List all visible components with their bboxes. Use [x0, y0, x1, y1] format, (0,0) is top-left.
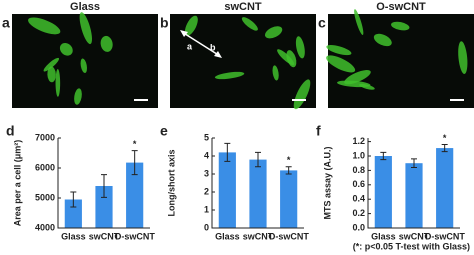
cell [272, 65, 279, 81]
arrow [181, 31, 221, 57]
cell [326, 44, 352, 56]
cell [59, 42, 73, 56]
x-tick-label: O-swCNT [424, 231, 465, 241]
significance-marker: * [133, 139, 137, 149]
y-tick-label: 5 [204, 132, 209, 142]
panel-label: c [318, 15, 326, 31]
axes [57, 138, 150, 229]
image-row: Glass a swCNT b a b O-swCNT c [2, 1, 474, 110]
y-tick-label: 0.2 [352, 208, 365, 218]
bar [64, 199, 82, 228]
bar [126, 162, 144, 228]
cell [55, 69, 61, 97]
y-axis-title: Area per a cell (μm²) [12, 140, 22, 227]
y-tick-label: 4 [204, 150, 209, 160]
x-tick-label: swCNT [89, 231, 120, 241]
y-tick-label: 1.2 [352, 136, 365, 146]
footnote: (*: p<0.05 T-test with Glass) [353, 241, 470, 251]
cell [293, 79, 311, 110]
panel-label: a [2, 15, 10, 31]
y-tick-label: 4000 [35, 222, 55, 232]
bar [436, 148, 454, 228]
y-tick-label: 7000 [35, 132, 55, 142]
panel-label: b [160, 15, 169, 31]
arrow-head [180, 30, 188, 37]
panel-label: f [316, 123, 321, 139]
y-tick-label: 1 [204, 204, 209, 214]
cell [326, 55, 356, 73]
x-tick-label: Glass [61, 231, 86, 241]
arrow-head [214, 51, 222, 58]
x-tick-label: O-swCNT [268, 231, 309, 241]
x-tick-label: O-swCNT [114, 231, 155, 241]
cell [264, 26, 283, 39]
y-tick-label: 0.8 [352, 165, 365, 175]
bar [405, 163, 423, 228]
y-tick-label: 0.4 [352, 194, 365, 204]
cell [28, 17, 61, 35]
cell [354, 9, 364, 35]
significance-marker: * [443, 133, 447, 143]
y-tick-label: 0.0 [352, 222, 365, 232]
cell [458, 41, 468, 74]
error-bar [224, 142, 231, 162]
panel-label: e [160, 123, 168, 139]
y-tick-label: 6000 [35, 162, 55, 172]
cell [391, 21, 410, 31]
error-bar [285, 166, 292, 175]
y-axis-title: Long/short axis [166, 149, 176, 216]
panel-title: swCNT [224, 1, 262, 13]
cell [184, 15, 198, 36]
bar [374, 156, 392, 228]
y-tick-label: 1.0 [352, 150, 365, 160]
panel-title: O-swCNT [376, 1, 426, 13]
axes [211, 138, 304, 229]
panel-label: d [6, 123, 15, 139]
arrow-label: b [210, 42, 216, 52]
cell [100, 35, 113, 52]
y-tick-label: 5000 [35, 192, 55, 202]
cell [43, 57, 60, 72]
cell [359, 83, 375, 90]
cell [277, 49, 295, 66]
bar [95, 186, 113, 228]
error-bar [380, 151, 387, 161]
cell [47, 66, 56, 83]
cell [214, 71, 245, 80]
error-bar [255, 151, 261, 168]
bar [249, 159, 267, 228]
significance-marker: * [287, 155, 291, 165]
y-tick-label: 2 [204, 186, 209, 196]
y-tick-label: 3 [204, 168, 209, 178]
cell [74, 88, 82, 105]
error-bar [101, 174, 107, 198]
cell [79, 12, 93, 45]
x-tick-label: Glass [215, 231, 240, 241]
panel-title: Glass [70, 1, 100, 13]
error-bar [411, 158, 417, 169]
cell [80, 58, 88, 74]
arrow-label: a [187, 41, 193, 51]
cell [295, 36, 305, 59]
cell [241, 17, 258, 31]
error-bar [131, 150, 138, 176]
bar [218, 152, 236, 228]
x-tick-label: swCNT [243, 231, 274, 241]
bar [280, 170, 298, 228]
cell [373, 33, 392, 47]
error-bar [441, 143, 448, 153]
x-tick-label: swCNT [399, 231, 430, 241]
y-tick-label: 0.6 [352, 179, 365, 189]
x-tick-label: Glass [371, 231, 396, 241]
cell [344, 70, 371, 85]
axes [367, 138, 460, 229]
error-bar [70, 191, 77, 208]
y-tick-label: 0 [204, 222, 209, 232]
y-axis-title: MTS assay (A.U.) [322, 146, 332, 219]
